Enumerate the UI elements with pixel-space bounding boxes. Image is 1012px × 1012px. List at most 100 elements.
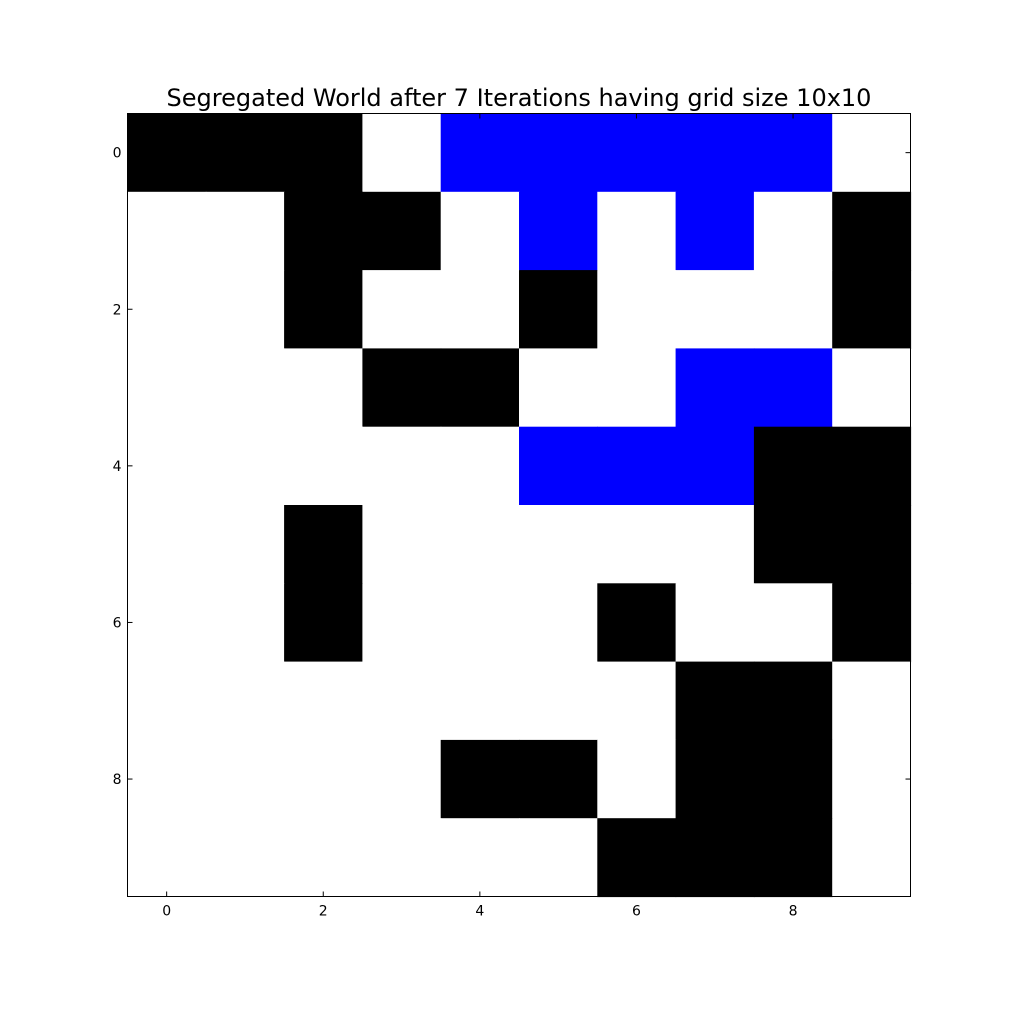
axis-ticks: 0 2 4 6 8 0 2 4 6 8 <box>113 113 911 920</box>
cell-r8-c9 <box>832 739 912 819</box>
cell-r2-c9 <box>832 270 912 349</box>
cell-r9-c9 <box>832 818 912 898</box>
cell-r5-c4 <box>440 505 520 584</box>
cell-r3-c3 <box>362 348 442 428</box>
cell-r9-c5 <box>519 818 598 898</box>
cell-r5-c5 <box>519 505 598 584</box>
cell-r9-c1 <box>205 818 285 898</box>
cell-r7-c4 <box>440 661 520 741</box>
cell-r6-c4 <box>440 583 520 663</box>
cell-r4-c0 <box>127 426 207 506</box>
cell-r3-c2 <box>284 348 363 428</box>
cell-r7-c1 <box>205 661 285 741</box>
cell-r0-c5 <box>519 113 598 193</box>
cell-r0-c0 <box>127 113 207 193</box>
cell-r4-c5 <box>519 426 598 506</box>
cell-r3-c7 <box>675 348 755 428</box>
cell-r1-c0 <box>127 191 207 271</box>
cell-r1-c1 <box>205 191 285 271</box>
cell-r4-c7 <box>675 426 755 506</box>
cell-r2-c1 <box>205 270 285 349</box>
cell-r3-c1 <box>205 348 285 428</box>
chart-title: Segregated World after 7 Iterations havi… <box>167 84 872 112</box>
cell-r6-c2 <box>284 583 363 663</box>
cell-r2-c0 <box>127 270 207 349</box>
cell-r6-c0 <box>127 583 207 663</box>
cell-r8-c8 <box>753 739 833 819</box>
cell-r4-c8 <box>753 426 833 506</box>
cell-r2-c8 <box>753 270 833 349</box>
cell-r3-c0 <box>127 348 207 428</box>
cell-r0-c1 <box>205 113 285 193</box>
cell-r4-c4 <box>440 426 520 506</box>
y-tick-label-0: 0 <box>113 146 122 162</box>
cell-r5-c9 <box>832 505 912 584</box>
cell-r4-c3 <box>362 426 442 506</box>
cell-r5-c2 <box>284 505 363 584</box>
cell-r4-c6 <box>597 426 677 506</box>
cell-r2-c4 <box>440 270 520 349</box>
cell-r1-c2 <box>284 191 363 271</box>
plot-frame <box>127 113 911 897</box>
cell-r2-c6 <box>597 270 677 349</box>
cell-r6-c3 <box>362 583 442 663</box>
cell-r5-c6 <box>597 505 677 584</box>
cell-r6-c6 <box>597 583 677 663</box>
cell-r7-c5 <box>519 661 598 741</box>
cell-r7-c7 <box>675 661 755 741</box>
heatmap-cells <box>127 113 912 898</box>
x-tick-label-6: 6 <box>632 904 641 920</box>
cell-r5-c8 <box>753 505 833 584</box>
cell-r5-c7 <box>675 505 755 584</box>
cell-r9-c4 <box>440 818 520 898</box>
cell-r0-c7 <box>675 113 755 193</box>
cell-r5-c3 <box>362 505 442 584</box>
cell-r0-c2 <box>284 113 363 193</box>
cell-r6-c5 <box>519 583 598 663</box>
cell-r7-c8 <box>753 661 833 741</box>
cell-r9-c3 <box>362 818 442 898</box>
y-tick-label-8: 8 <box>113 772 122 788</box>
cell-r9-c6 <box>597 818 677 898</box>
cell-r3-c6 <box>597 348 677 428</box>
cell-r9-c8 <box>753 818 833 898</box>
cell-r9-c0 <box>127 818 207 898</box>
cell-r0-c8 <box>753 113 833 193</box>
cell-r5-c0 <box>127 505 207 584</box>
x-tick-label-2: 2 <box>319 904 328 920</box>
cell-r6-c8 <box>753 583 833 663</box>
cell-r7-c2 <box>284 661 363 741</box>
cell-r7-c9 <box>832 661 912 741</box>
cell-r3-c9 <box>832 348 912 428</box>
cell-r1-c5 <box>519 191 598 271</box>
cell-r6-c7 <box>675 583 755 663</box>
cell-r1-c6 <box>597 191 677 271</box>
cell-r0-c3 <box>362 113 442 193</box>
cell-r8-c1 <box>205 739 285 819</box>
cell-r2-c3 <box>362 270 442 349</box>
cell-r8-c2 <box>284 739 363 819</box>
cell-r4-c2 <box>284 426 363 506</box>
cell-r0-c9 <box>832 113 912 193</box>
cell-r3-c5 <box>519 348 598 428</box>
cell-r1-c3 <box>362 191 442 271</box>
cell-r0-c4 <box>440 113 520 193</box>
cell-r1-c8 <box>753 191 833 271</box>
cell-r5-c1 <box>205 505 285 584</box>
x-tick-label-4: 4 <box>475 904 484 920</box>
cell-r6-c1 <box>205 583 285 663</box>
cell-r8-c6 <box>597 739 677 819</box>
cell-r8-c4 <box>440 739 520 819</box>
cell-r3-c4 <box>440 348 520 428</box>
cell-r8-c0 <box>127 739 207 819</box>
cell-r4-c1 <box>205 426 285 506</box>
x-tick-label-8: 8 <box>789 904 798 920</box>
cell-r7-c0 <box>127 661 207 741</box>
x-tick-label-0: 0 <box>162 904 171 920</box>
cell-r8-c7 <box>675 739 755 819</box>
y-tick-label-4: 4 <box>113 459 122 475</box>
cell-r3-c8 <box>753 348 833 428</box>
y-tick-label-2: 2 <box>113 302 122 318</box>
cell-r1-c7 <box>675 191 755 271</box>
